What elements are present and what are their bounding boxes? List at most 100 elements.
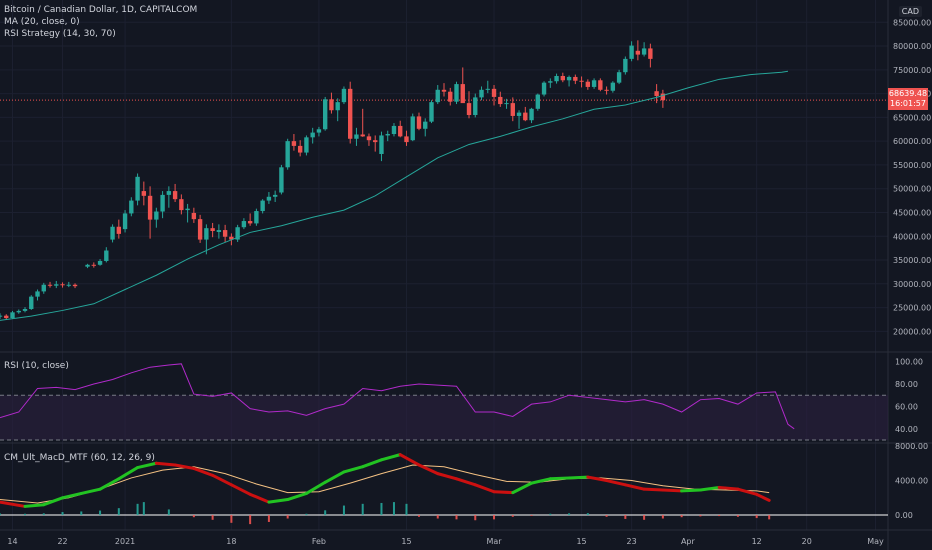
candle-body [304, 137, 309, 153]
macd-line-segment [473, 483, 496, 494]
macd-line-segment [173, 463, 196, 470]
macd-line-segment [192, 466, 215, 477]
macd-histogram-bar [511, 515, 514, 517]
time-tick-label: 15 [401, 537, 411, 546]
macd-histogram-bar [117, 508, 120, 516]
candle-body [47, 284, 53, 286]
candle-body [35, 291, 40, 297]
candle-body [616, 72, 622, 83]
macd-line-segment [398, 453, 421, 467]
current-price-value: 68639.48 [888, 89, 928, 98]
candle-body [222, 230, 228, 237]
symbol-title[interactable]: Bitcoin / Canadian Dollar, 1D, CAPITALCO… [4, 5, 198, 15]
candle-body [191, 212, 197, 220]
price-tick-label: 60000.00 [893, 137, 931, 146]
macd-line-segment [436, 472, 459, 481]
macd-histogram-bar [474, 515, 477, 521]
candle-body [204, 228, 209, 240]
candle-body [260, 200, 265, 212]
candle-body [216, 230, 222, 232]
candle-body [360, 134, 365, 137]
candle-body [404, 136, 409, 143]
candle-body [272, 194, 278, 197]
time-tick-label: 14 [7, 537, 17, 546]
macd-histogram-bar [718, 515, 721, 517]
rsi-line [0, 363, 795, 430]
macd-line-segment [323, 470, 346, 484]
candle-body [460, 84, 465, 104]
macd-line-segment [267, 498, 290, 504]
bar-countdown: 16:01:57 [890, 99, 926, 108]
macd-histogram-bar [530, 515, 533, 516]
candle-body [423, 121, 428, 129]
time-tick-label: 18 [226, 537, 236, 546]
macd-line-segment [530, 477, 552, 485]
candle-body [172, 191, 178, 200]
chart-legend: Bitcoin / Canadian Dollar, 1D, CAPITALCO… [4, 4, 197, 40]
candle-body [560, 76, 566, 81]
macd-line-segment [605, 479, 627, 487]
price-tick-label: 25000.00 [893, 304, 931, 313]
candle-body [210, 228, 215, 232]
currency-badge[interactable]: CAD [898, 6, 922, 17]
candle-body [116, 226, 122, 234]
macd-line-segment [511, 481, 534, 495]
candle-body [441, 89, 447, 92]
rsi-strategy-label[interactable]: RSI Strategy (14, 30, 70) [4, 29, 116, 39]
rsi-tick-label: 80.00 [895, 380, 918, 389]
time-tick-label: 15 [576, 537, 586, 546]
ma-indicator-label[interactable]: MA (20, close, 0) [4, 17, 80, 27]
price-tick-label: 55000.00 [893, 161, 931, 170]
macd-histogram-bar [167, 509, 170, 516]
macd-histogram-bar [661, 515, 664, 519]
candle-body [416, 116, 422, 129]
candle-body [385, 134, 390, 136]
candle-body [229, 236, 234, 240]
candle-body [135, 176, 140, 201]
rsi-indicator-label[interactable]: RSI (10, close) [4, 361, 69, 371]
rsi-tick-label: 40.00 [895, 425, 918, 434]
macd-histogram-bar [643, 515, 646, 520]
candle-body [610, 82, 616, 91]
candle-body [0, 315, 3, 317]
macd-histogram-bar [405, 503, 408, 516]
macd-histogram-bar [768, 515, 771, 520]
candle-body [141, 191, 147, 196]
macd-line-segment [98, 477, 121, 491]
macd-histogram-bar [136, 503, 139, 516]
candle-body [648, 48, 653, 59]
candle-body [235, 227, 240, 240]
candle-body [22, 309, 28, 311]
candle-body [72, 284, 78, 287]
candle-body [329, 99, 334, 111]
macd-histogram-bar [493, 515, 496, 520]
candle-body [147, 195, 153, 220]
macd-indicator-label[interactable]: CM_Ult_MacD_MTF (60, 12, 26, 9) [4, 453, 155, 463]
candle-body [585, 81, 591, 87]
candle-body [491, 88, 497, 97]
candle-body [66, 284, 71, 286]
macd-histogram-bar [230, 515, 233, 523]
macd-line-segment [79, 487, 102, 495]
candle-body [16, 310, 21, 313]
macd-line-segment [642, 487, 665, 492]
macd-line-segment [736, 487, 759, 496]
price-tick-label: 80000.00 [893, 42, 931, 51]
candle-body [598, 80, 603, 90]
candle-body [629, 45, 634, 59]
macd-line-segment [623, 483, 646, 491]
macd-histogram-bar [211, 515, 214, 520]
macd-line-segment [342, 465, 365, 474]
macd-histogram-bar [24, 513, 27, 516]
candle-body [429, 102, 434, 122]
macd-line-segment [61, 491, 83, 500]
macd-histogram-bar [680, 515, 683, 518]
macd-line-segment [586, 475, 609, 483]
macd-histogram-bar [455, 515, 458, 520]
candle-body [54, 284, 59, 286]
time-tick-label: May [867, 537, 884, 546]
candle-body [641, 48, 647, 55]
macd-histogram-bar [699, 515, 702, 517]
candle-body [498, 96, 503, 105]
